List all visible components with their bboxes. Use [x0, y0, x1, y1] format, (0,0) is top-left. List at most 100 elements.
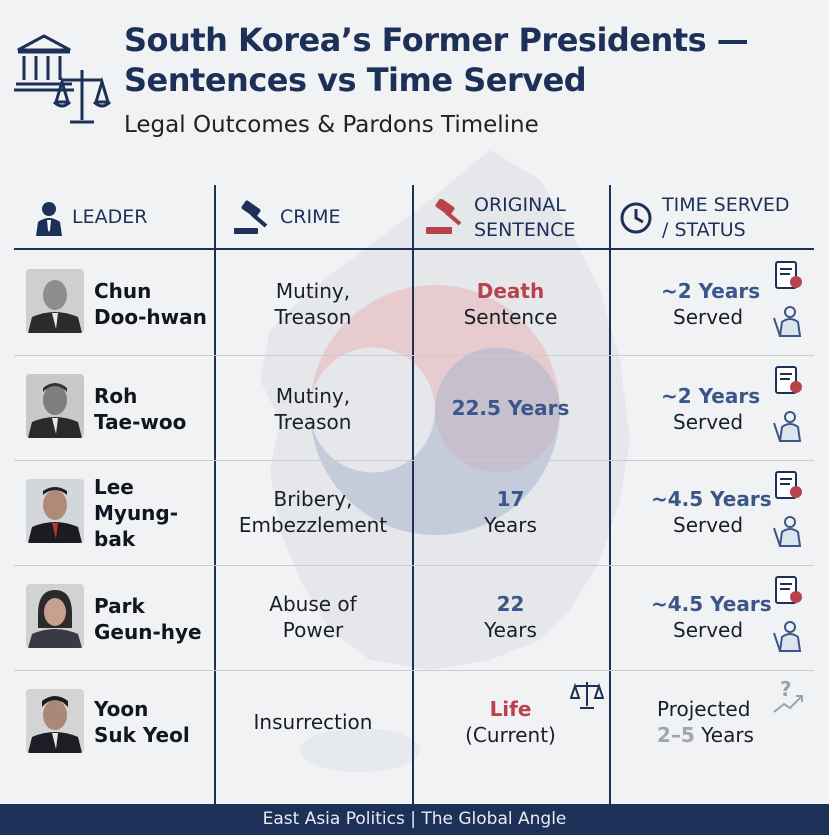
title-line-2: Sentences vs Time Served: [124, 61, 587, 99]
crime-line: Power: [282, 618, 344, 642]
column-sentence-label-1: ORIGINAL: [474, 193, 566, 216]
footer: East Asia Politics | The Global Angle: [0, 804, 829, 835]
table-row: Roh Tae-woo Mutiny, Treason 22.5 Years ~…: [14, 355, 814, 460]
leader-name: Roh Tae-woo: [94, 383, 224, 435]
column-status: TIME SERVED / STATUS: [618, 185, 818, 250]
column-sentence-label: ORIGINAL SENTENCE: [474, 193, 575, 243]
gavel-icon: [234, 200, 268, 234]
row-divider: [14, 355, 814, 356]
certificate-icon: [775, 471, 802, 499]
leader-name-line: Park: [94, 594, 145, 618]
status-cell: ~4.5 Years Served: [609, 591, 809, 643]
sentence-cell: 22 Years: [412, 591, 609, 643]
status-cell: ~2 Years Served: [609, 383, 809, 435]
crime-line: Bribery,: [273, 487, 353, 511]
crime-cell: Mutiny, Treason: [214, 383, 412, 435]
sentence-value: 17: [496, 487, 525, 511]
table-header: LEADER CRIME ORIGINAL SENTENCE TIME SERV…: [0, 185, 829, 250]
leader-name-line: Yoon: [94, 697, 149, 721]
avatar: [26, 584, 84, 648]
column-leader: LEADER: [34, 185, 214, 250]
sentence-cell: 17 Years: [412, 486, 609, 538]
time-served-value: ~2 Years: [661, 279, 761, 303]
sentence-line: Years: [484, 618, 537, 642]
leader-name-line: Tae-woo: [94, 410, 187, 434]
status-line: Projected: [657, 697, 751, 721]
status-line: Served: [673, 410, 744, 434]
pardon-icon: [773, 621, 802, 652]
table-row: Chun Doo-hwan Mutiny, Treason Death Sent…: [14, 250, 814, 355]
column-divider: [609, 185, 611, 805]
clock-icon: [620, 202, 652, 233]
crime-cell: Bribery, Embezzlement: [214, 486, 412, 538]
sentence-cell: 22.5 Years: [412, 395, 609, 421]
column-status-label-2: / STATUS: [662, 218, 746, 241]
status-cell: ~4.5 Years Served: [609, 486, 809, 538]
page-title: South Korea’s Former Presidents — Senten…: [124, 20, 814, 100]
crime-line: Mutiny,: [275, 384, 351, 408]
person-icon: [36, 201, 62, 236]
courthouse-scales-logo: [14, 34, 112, 124]
status-cell: ~2 Years Served: [609, 278, 809, 330]
table-row: Lee Myung- bak Bribery, Embezzlement 17 …: [14, 460, 814, 565]
crime-line: Mutiny,: [275, 279, 351, 303]
avatar: [26, 479, 84, 543]
leader-name-line: Roh: [94, 384, 138, 408]
certificate-icon: [775, 261, 802, 289]
column-sentence-label-2: SENTENCE: [474, 218, 576, 241]
time-served-value: ~4.5 Years: [651, 592, 772, 616]
sentence-value: Life: [489, 697, 532, 721]
avatar: [26, 689, 84, 753]
status-line: Served: [673, 305, 744, 329]
column-crime-label: CRIME: [280, 206, 341, 228]
time-served-value: ~4.5 Years: [651, 487, 772, 511]
leader-name-line: Myung-: [94, 501, 179, 525]
table-row: Park Geun-hye Abuse of Power 22 Years ~4…: [14, 565, 814, 670]
svg-text:?: ?: [780, 677, 792, 701]
column-status-label-1: TIME SERVED: [662, 193, 790, 216]
header-divider: [14, 248, 814, 250]
leader-name-line: Lee: [94, 475, 134, 499]
sentence-line: Sentence: [463, 305, 558, 329]
status-line: Served: [673, 618, 744, 642]
certificate-pardon-icons: [773, 366, 802, 442]
crime-line: Embezzlement: [238, 513, 388, 537]
status-line: Years: [694, 723, 754, 747]
sentence-value: Death: [476, 279, 545, 303]
sentence-line: (Current): [465, 723, 556, 747]
pardon-icon: [773, 516, 802, 547]
leader-name-line: Geun-hye: [94, 620, 202, 644]
sentence-cell: Death Sentence: [412, 278, 609, 330]
column-leader-label: LEADER: [72, 206, 148, 228]
pardon-icon: [773, 306, 802, 337]
column-divider: [412, 185, 414, 805]
gavel-icon: [426, 198, 462, 234]
sentence-line: Years: [484, 513, 537, 537]
column-sentence: ORIGINAL SENTENCE: [424, 185, 604, 250]
leader-name: Park Geun-hye: [94, 593, 224, 645]
title-line-1: South Korea’s Former Presidents —: [124, 21, 749, 59]
leader-name-line: bak: [94, 527, 136, 551]
certificate-pardon-icons: [773, 471, 802, 547]
background-map: [260, 150, 630, 772]
leader-name: Lee Myung- bak: [94, 474, 224, 552]
sentence-value: 22: [496, 592, 525, 616]
projected-range: 2–5: [657, 723, 695, 747]
certificate-icon: [775, 576, 802, 604]
certificate-pardon-icons: [773, 576, 802, 652]
scales-icon: [570, 682, 604, 709]
crime-cell: Insurrection: [214, 709, 412, 735]
crime-line: Insurrection: [253, 710, 373, 734]
leader-name-line: Chun: [94, 279, 152, 303]
row-divider: [14, 670, 814, 671]
crime-line: Abuse of: [269, 592, 357, 616]
status-line: Served: [673, 513, 744, 537]
avatar: [26, 269, 84, 333]
row-divider: [14, 565, 814, 566]
row-divider: [14, 460, 814, 461]
sentence-value: 22.5 Years: [451, 396, 570, 420]
crime-line: Treason: [274, 305, 352, 329]
trend-question-icon: ?: [773, 677, 803, 713]
leader-name-line: Suk Yeol: [94, 723, 190, 747]
status-cell: Projected 2–5 Years: [609, 696, 809, 748]
